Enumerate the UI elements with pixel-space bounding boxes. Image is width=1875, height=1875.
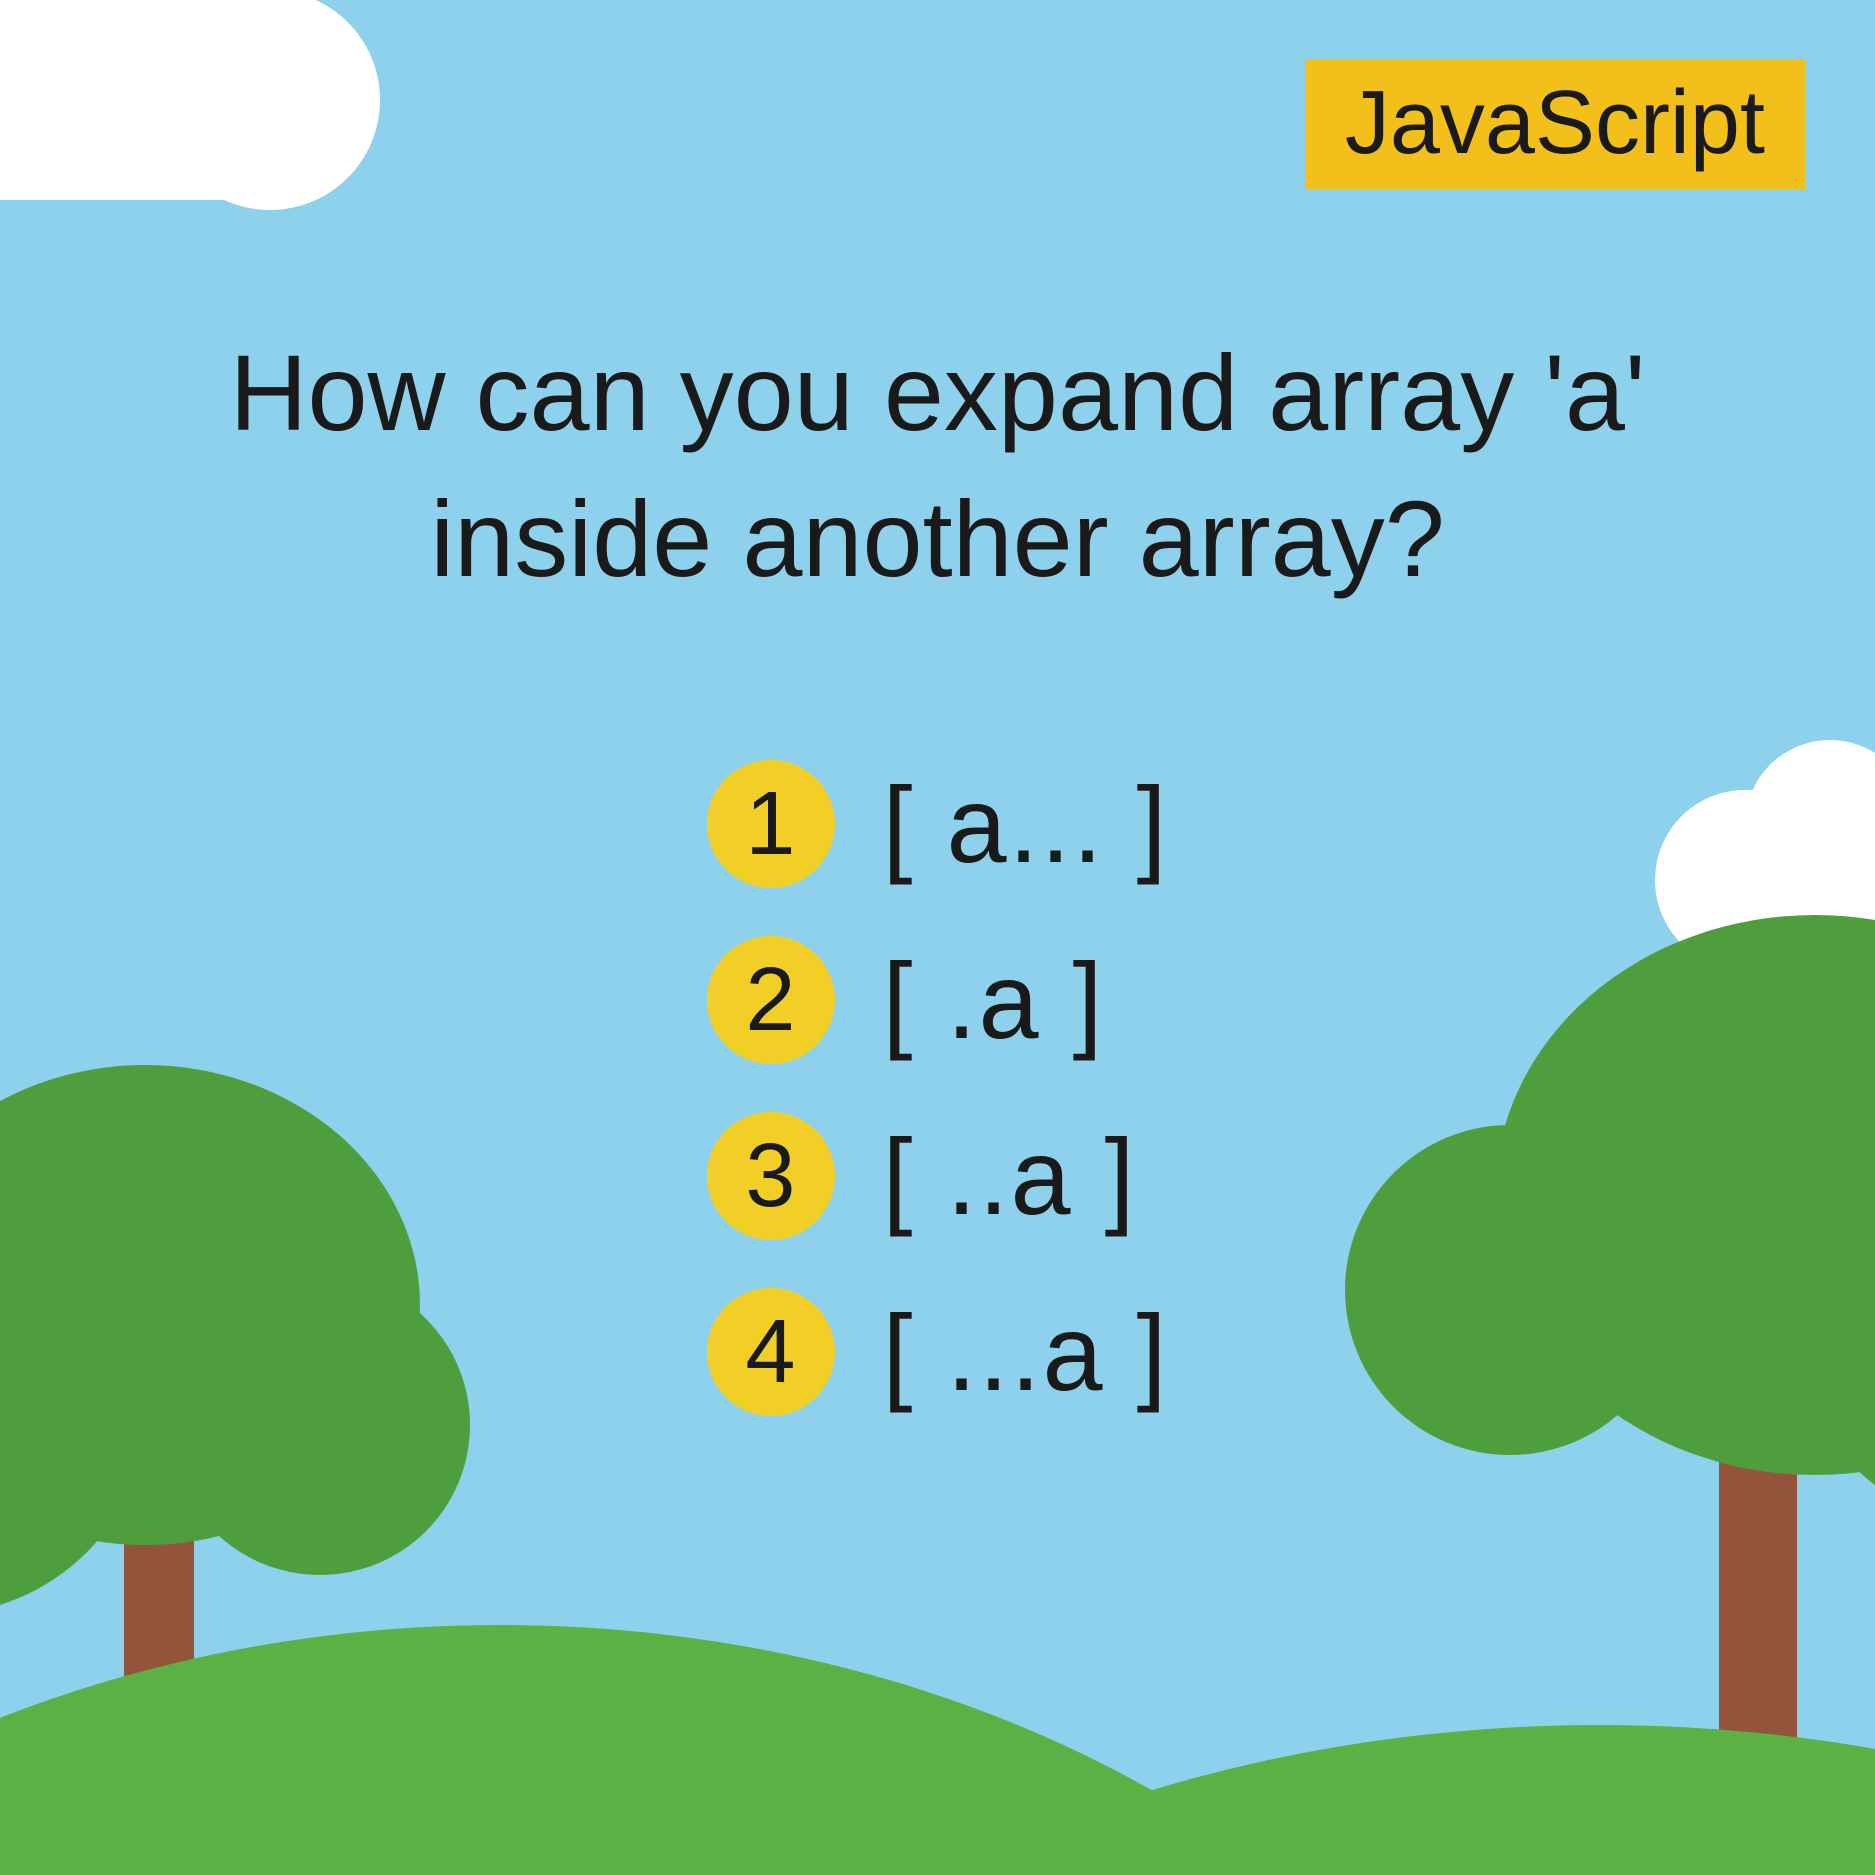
option-number-badge: 3 — [706, 1112, 834, 1240]
option-text: [ ..a ] — [882, 1114, 1136, 1239]
option-number-badge: 2 — [706, 936, 834, 1064]
option-text: [ ...a ] — [882, 1290, 1168, 1415]
option-number: 3 — [745, 1125, 795, 1228]
option-row: 1 [ a... ] — [706, 760, 1168, 888]
option-row: 2 [ .a ] — [706, 936, 1168, 1064]
question-text: How can you expand array 'a' inside anot… — [0, 320, 1875, 612]
option-text: [ a... ] — [882, 762, 1168, 887]
tree-crown — [170, 1275, 470, 1575]
quiz-card: JavaScript How can you expand array 'a' … — [0, 0, 1875, 1875]
option-text: [ .a ] — [882, 938, 1104, 1063]
option-number: 4 — [745, 1301, 795, 1404]
cloud-shape — [160, 0, 380, 210]
tree-crown — [1345, 1125, 1675, 1455]
option-number: 1 — [745, 773, 795, 876]
option-number-badge: 4 — [706, 1288, 834, 1416]
question-line-1: How can you expand array 'a' — [229, 332, 1645, 453]
options-list: 1 [ a... ] 2 [ .a ] 3 [ ..a ] 4 [ ...a ] — [706, 760, 1168, 1416]
option-row: 4 [ ...a ] — [706, 1288, 1168, 1416]
option-number: 2 — [745, 949, 795, 1052]
question-line-2: inside another array? — [430, 478, 1445, 599]
option-row: 3 [ ..a ] — [706, 1112, 1168, 1240]
language-badge-label: JavaScript — [1345, 73, 1765, 173]
option-number-badge: 1 — [706, 760, 834, 888]
language-badge: JavaScript — [1305, 60, 1805, 190]
